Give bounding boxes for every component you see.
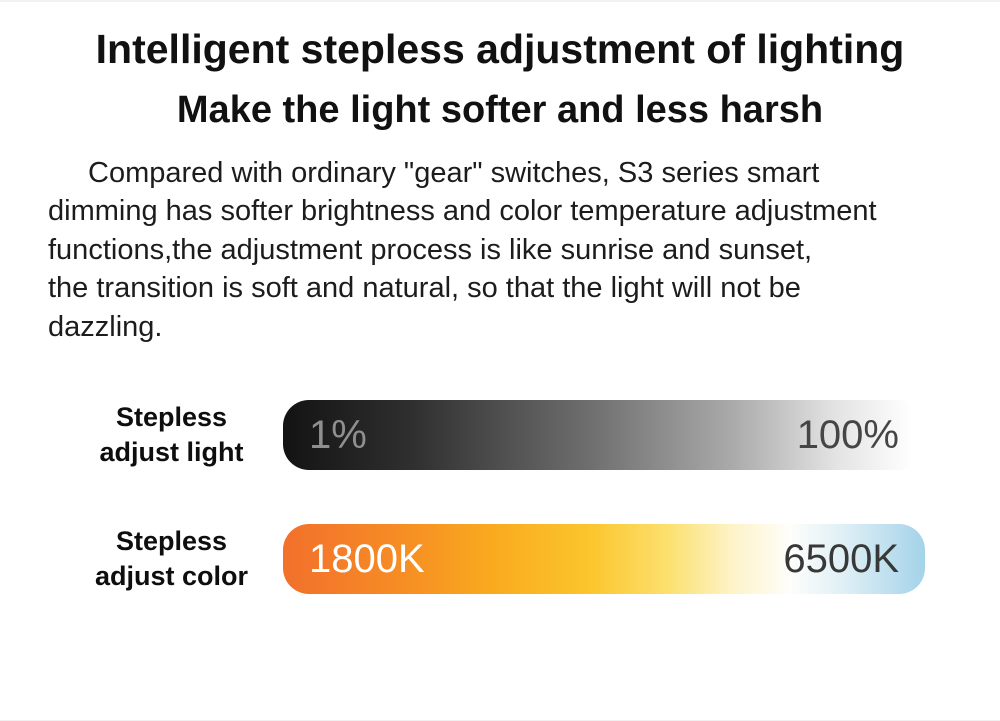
brightness-gradient-bar: 1% 100%: [283, 400, 925, 471]
page-subtitle: Make the light softer and less harsh: [176, 89, 824, 132]
description-paragraph: Compared with ordinary "gear" switches, …: [48, 154, 980, 347]
stepless-light-label-line1: Stepless: [115, 402, 228, 433]
description-line: the transition is soft and natural, so t…: [48, 272, 801, 305]
stepless-color-row: Stepless adjust color 1800K 6500K: [60, 524, 925, 595]
color-temp-max-value: 6500K: [783, 537, 899, 582]
description-line: Compared with ordinary "gear" switches, …: [88, 156, 820, 189]
description-line: dazzling.: [48, 310, 163, 343]
brightness-max-value: 100%: [796, 413, 899, 458]
color-temp-min-value: 1800K: [309, 537, 425, 582]
color-temperature-gradient-bar: 1800K 6500K: [283, 524, 925, 595]
description-line: functions,the adjustment process is like…: [48, 233, 813, 266]
description-line: dimming has softer brightness and color …: [48, 195, 877, 228]
stepless-color-label-line2: adjust color: [94, 561, 249, 592]
stepless-light-label: Stepless adjust light: [60, 400, 283, 470]
page-title: Intelligent stepless adjustment of light…: [95, 26, 905, 72]
stepless-light-label-line2: adjust light: [99, 437, 244, 468]
stepless-light-row: Stepless adjust light 1% 100%: [60, 400, 925, 471]
brightness-min-value: 1%: [309, 413, 367, 458]
stepless-color-label-line1: Stepless: [115, 526, 228, 557]
stepless-color-label: Stepless adjust color: [60, 524, 283, 594]
